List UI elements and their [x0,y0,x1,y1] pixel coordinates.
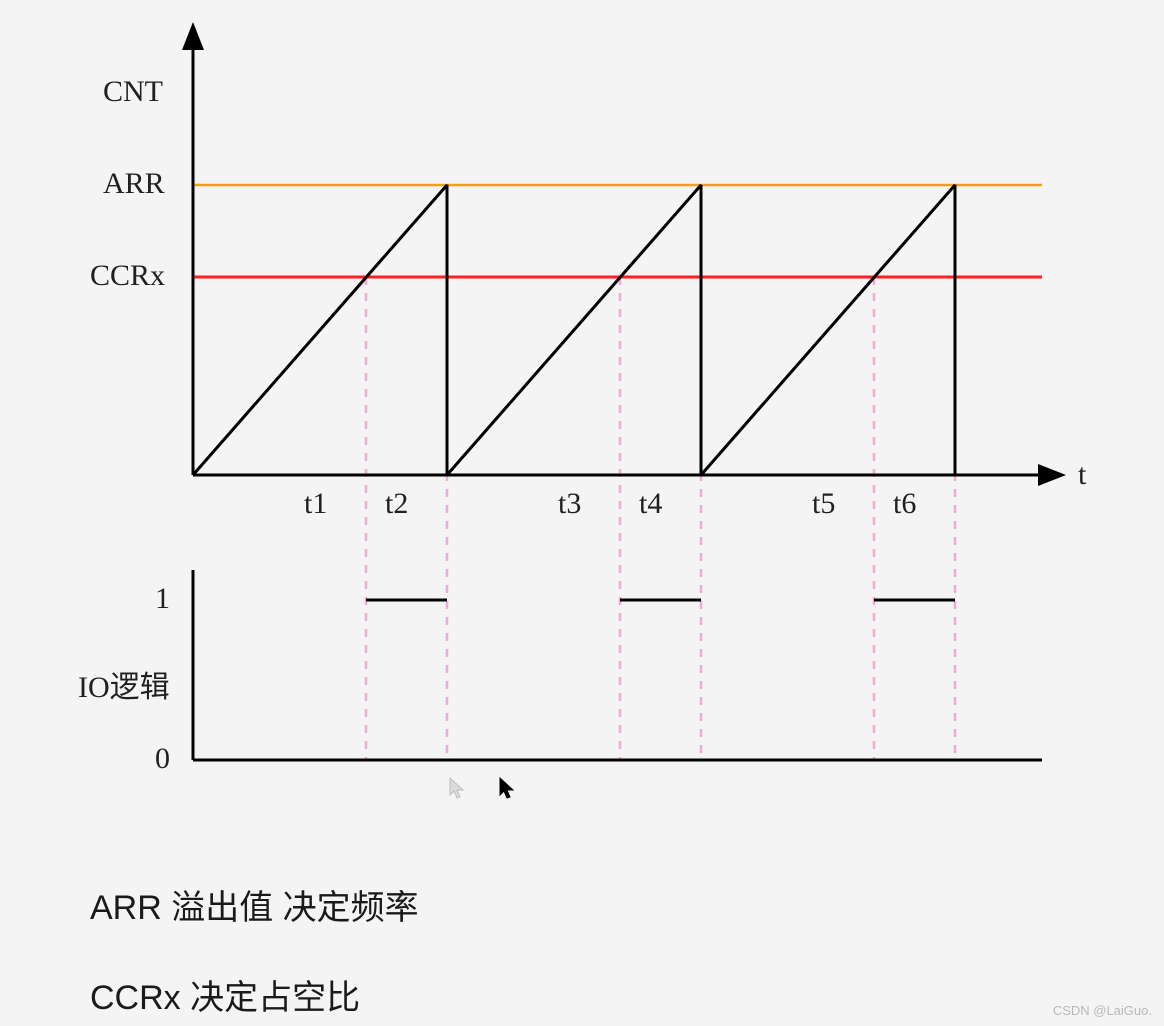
watermark-text: CSDN @LaiGuo. [1053,1003,1152,1018]
pwm-diagram-svg [0,0,1164,1026]
label-zero: 0 [155,742,170,776]
label-one: 1 [155,582,170,616]
label-cnt: CNT [103,75,163,109]
label-ccrx: CCRx [90,259,165,293]
diagram-container: CNT ARR CCRx 1 IO逻辑 0 t1 t2 t3 t4 t5 t6 … [0,0,1164,1026]
label-t4: t4 [639,487,662,521]
label-t5: t5 [812,487,835,521]
label-t6: t6 [893,487,916,521]
label-arr: ARR [103,167,165,201]
label-t2: t2 [385,487,408,521]
label-t1: t1 [304,487,327,521]
label-io-logic: IO逻辑 [78,662,170,706]
caption-arr: ARR 溢出值 决定频率 [90,880,419,929]
caption-ccrx: CCRx 决定占空比 [90,970,360,1019]
label-t-axis: t [1078,458,1086,492]
label-t3: t3 [558,487,581,521]
